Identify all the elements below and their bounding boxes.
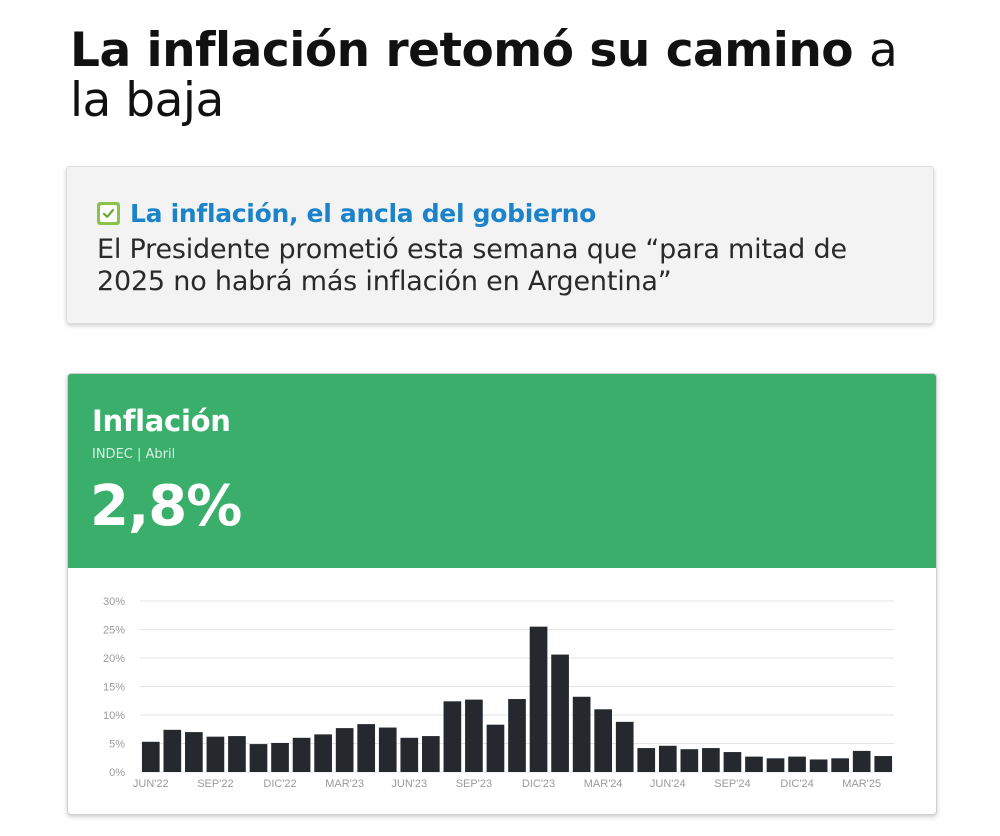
inflation-bar-chart: 0% 5% 10% 15% 20% 25% 30% JUN'22 SEP'22 DIC'22 MAR… (103, 596, 894, 790)
bar (465, 699, 483, 772)
y-tick-label: 20% (103, 653, 125, 665)
info-title-row: La inflación, el ancla del gobierno (97, 199, 903, 228)
bar (723, 752, 742, 772)
bar (206, 736, 225, 772)
bar (249, 744, 268, 772)
bar (141, 741, 160, 772)
x-tick-label: SEP'24 (714, 778, 750, 790)
y-tick-label: 0% (109, 767, 125, 779)
bar (637, 748, 656, 772)
x-tick-label: MAR'25 (842, 778, 881, 790)
bar (702, 748, 720, 772)
bar (314, 734, 332, 772)
bar (788, 756, 806, 772)
bar (852, 750, 871, 772)
x-tick-label: JUN'22 (133, 778, 169, 790)
bar (529, 626, 548, 772)
card-source: INDEC | Abril (92, 447, 176, 462)
bar (422, 736, 440, 772)
bar (163, 729, 182, 772)
bar (228, 736, 246, 772)
y-tick-label: 30% (103, 596, 125, 608)
bar (357, 724, 376, 772)
y-tick-label: 5% (109, 739, 125, 751)
bar (658, 745, 677, 772)
x-tick-label: JUN'24 (650, 778, 686, 790)
bar (508, 699, 526, 772)
inflation-card: Inflación INDEC | Abril 2,8% 0% 5% 10% 15% 2… (67, 373, 937, 815)
x-tick-label: MAR'23 (325, 778, 364, 790)
bar (378, 727, 397, 772)
x-tick-label: DIC'24 (780, 778, 813, 790)
headline-normal: a la baja (70, 23, 898, 128)
bar (572, 696, 591, 772)
card-header: Inflación INDEC | Abril 2,8% (68, 374, 936, 568)
bar (292, 737, 311, 772)
x-tick-label: SEP'22 (197, 778, 233, 790)
bar (874, 756, 893, 772)
bar (185, 732, 203, 772)
bar (809, 759, 828, 772)
x-tick-label: JUN'23 (391, 778, 427, 790)
x-tick-label: DIC'22 (263, 778, 296, 790)
bar (443, 701, 462, 772)
bar (551, 654, 569, 772)
headline: La inflación retomó su camino a la baja (70, 26, 950, 126)
bar (486, 724, 505, 772)
bar (680, 749, 699, 772)
bar (615, 721, 634, 772)
info-box: La inflación, el ancla del gobierno El P… (66, 166, 934, 324)
x-tick-label: DIC'23 (522, 778, 555, 790)
checkbox-check-icon (97, 202, 120, 225)
bar (335, 728, 354, 772)
x-tick-label: SEP'23 (456, 778, 492, 790)
headline-bold: La inflación retomó su camino (70, 23, 854, 78)
y-tick-label: 10% (103, 710, 125, 722)
info-body: El Presidente prometió esta semana que “… (97, 234, 847, 297)
x-tick-label: MAR'24 (584, 778, 623, 790)
card-value: 2,8% (90, 474, 242, 539)
bar (594, 709, 613, 772)
bar (400, 737, 419, 772)
bar (766, 758, 785, 772)
y-tick-label: 15% (103, 682, 125, 694)
bar (271, 742, 289, 772)
bar (745, 756, 763, 772)
bar (831, 758, 849, 772)
card-title: Inflación (92, 404, 231, 438)
info-title: La inflación, el ancla del gobierno (130, 199, 597, 228)
y-tick-label: 25% (103, 625, 125, 637)
